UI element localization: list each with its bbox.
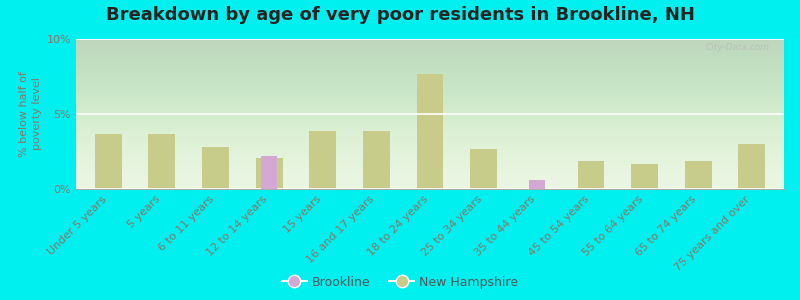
Text: City-Data.com: City-Data.com: [706, 44, 770, 52]
Y-axis label: % below half of
poverty level: % below half of poverty level: [19, 71, 42, 157]
Bar: [363, 130, 390, 189]
Bar: [738, 144, 766, 189]
Legend: Brookline, New Hampshire: Brookline, New Hampshire: [277, 271, 523, 294]
Bar: [202, 147, 229, 189]
Bar: [578, 160, 604, 189]
Bar: [256, 158, 282, 189]
Text: Breakdown by age of very poor residents in Brookline, NH: Breakdown by age of very poor residents …: [106, 6, 694, 24]
Bar: [261, 156, 277, 189]
Bar: [94, 134, 122, 189]
Bar: [149, 134, 175, 189]
Bar: [417, 74, 443, 189]
Bar: [631, 164, 658, 189]
Bar: [470, 148, 497, 189]
Bar: [685, 160, 711, 189]
Bar: [310, 130, 336, 189]
Bar: [530, 180, 546, 189]
